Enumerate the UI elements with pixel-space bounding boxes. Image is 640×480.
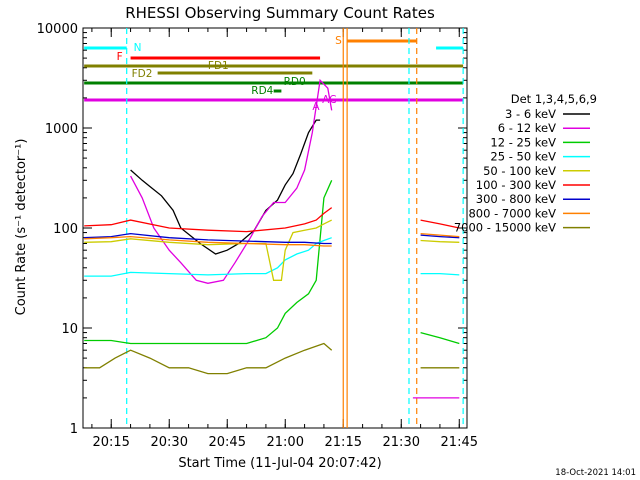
flag-label-fd1: FD1 [208,60,229,72]
y-tick-label: 10 [61,322,78,337]
y-tick-label: 100 [53,222,78,237]
x-tick-label: 20:15 [92,435,129,450]
x-tick-label: 20:30 [151,435,188,450]
legend-label: 12 - 25 keV [490,135,556,149]
legend-label: 7000 - 15000 keV [454,221,556,235]
series-line [84,342,460,375]
series-line [84,180,460,345]
y-tick-label: 1 [70,422,78,437]
x-tick-label: 20:45 [209,435,246,450]
plot-area: 1 10 100 1000 10000 20:15 20:30 20:45 21:00 21:15… [37,22,478,450]
legend-label: 800 - 7000 keV [468,206,556,220]
series-line [130,119,321,255]
y-tick-label: 1000 [45,122,78,137]
series-line [84,232,460,245]
x-tick-label: 21:00 [267,435,304,450]
series-line [84,232,460,247]
x-tick-label: 21:15 [325,435,362,450]
legend-label: 3 - 6 keV [505,107,556,121]
flag-label-s: S [335,35,342,47]
chart-title: RHESSI Observing Summary Count Rates [125,4,435,22]
series-line [84,219,460,281]
legend-label: 6 - 12 keV [498,121,556,135]
flag-label-f: F [117,51,123,63]
legend-label: 25 - 50 keV [490,150,556,164]
x-axis-label: Start Time (11-Jul-04 20:07:42) [178,456,381,471]
series-line [84,207,460,233]
flag-label-rd4: RD4 [251,85,273,97]
flag-label-fd2: FD2 [132,68,153,80]
legend-label: 50 - 100 keV [483,164,556,178]
flag-label-rd0: RD0 [284,76,306,88]
x-tick-label: 21:30 [383,435,420,450]
flag-label-n: N [134,42,142,54]
legend-label: 100 - 300 keV [476,178,556,192]
generation-timestamp: 18-Oct-2021 14:01 [555,468,636,478]
series-line [130,78,460,399]
legend-label: 300 - 800 keV [476,192,556,206]
legend-title: Det 1,3,4,5,6,9 [511,92,597,106]
y-axis-label: Count Rate (s⁻¹ detector⁻¹) [14,139,29,316]
y-tick-label: 10000 [37,22,78,37]
x-tick-label: 21:45 [441,435,478,450]
